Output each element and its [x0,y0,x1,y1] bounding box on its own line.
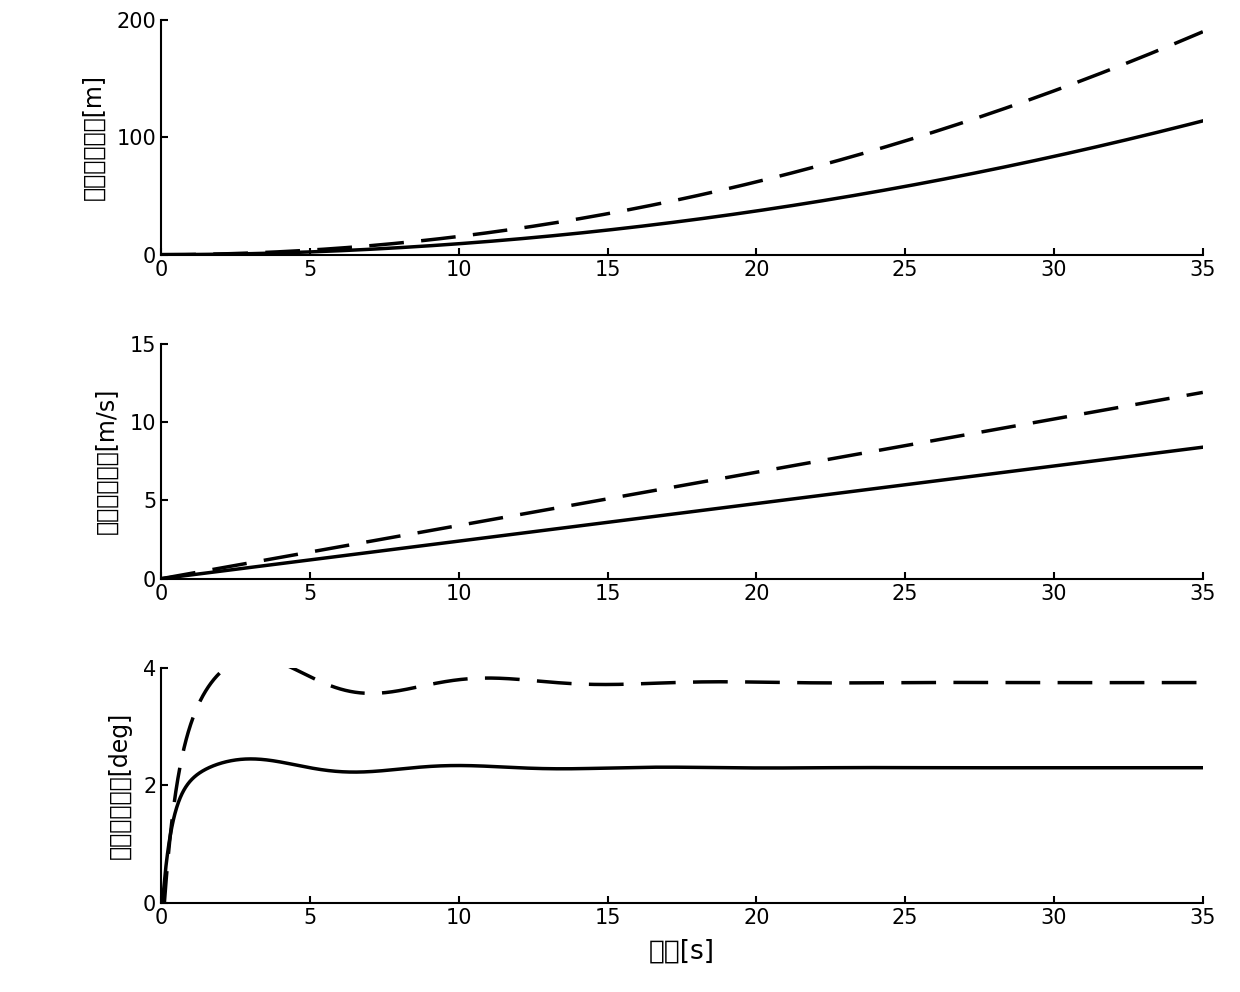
Y-axis label: 导航速度误差[m/s]: 导航速度误差[m/s] [94,388,119,535]
Y-axis label: 导航姿态误差[deg]: 导航姿态误差[deg] [108,711,131,859]
Y-axis label: 导航位置误差[m]: 导航位置误差[m] [82,74,105,200]
X-axis label: 时间[s]: 时间[s] [649,938,715,964]
